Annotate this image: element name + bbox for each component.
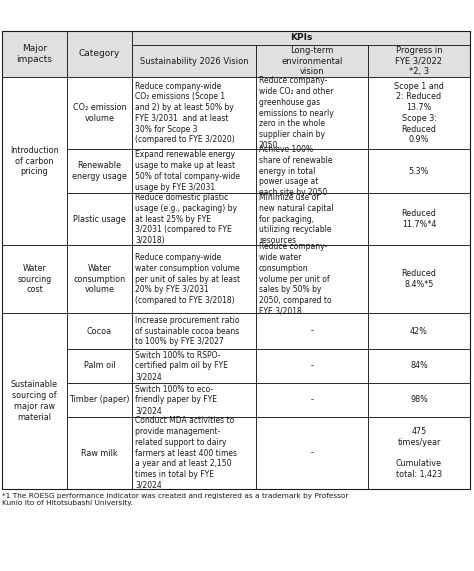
Text: 5.3%: 5.3% (409, 167, 429, 175)
Bar (256, 313, 368, 349)
Text: Renewable
energy usage: Renewable energy usage (72, 161, 127, 181)
Text: 98%: 98% (410, 396, 428, 404)
Text: Sustainability 2026 Vision: Sustainability 2026 Vision (140, 57, 248, 66)
Text: Long-term
environmental
vision: Long-term environmental vision (281, 46, 343, 77)
Text: Reduce company-wide
water consumption volume
per unit of sales by at least
20% b: Reduce company-wide water consumption vo… (135, 253, 240, 305)
Text: *1 The ROESG performance indicator was created and registered as a trademark by : *1 The ROESG performance indicator was c… (2, 493, 348, 506)
Bar (368, 383, 470, 417)
Bar (2, 313, 67, 489)
Bar (67, 313, 132, 349)
Text: -: - (310, 327, 313, 336)
Bar (132, 313, 256, 349)
Bar (368, 313, 470, 349)
Text: Switch 100% to eco-
friendly paper by FYE
3/2024: Switch 100% to eco- friendly paper by FY… (135, 385, 217, 415)
Bar (132, 417, 256, 489)
Bar (256, 383, 368, 417)
Bar (132, 245, 256, 313)
Bar (256, 417, 368, 489)
Text: Achieve 100%
share of renewable
energy in total
power usage at
each site by 2050: Achieve 100% share of renewable energy i… (259, 145, 332, 197)
Text: KPIs: KPIs (290, 34, 312, 42)
Bar (368, 77, 470, 149)
Text: Plastic usage: Plastic usage (73, 215, 126, 223)
Bar (132, 77, 256, 149)
Bar (368, 45, 470, 77)
Text: Sustainable
sourcing of
major raw
material: Sustainable sourcing of major raw materi… (11, 380, 58, 421)
Bar (2, 77, 67, 245)
Text: Expand renewable energy
usage to make up at least
50% of total company-wide
usag: Expand renewable energy usage to make up… (135, 150, 240, 192)
Text: Conduct MDA activities to
provide management-
related support to dairy
farmers a: Conduct MDA activities to provide manage… (135, 416, 237, 490)
Text: -: - (310, 361, 313, 371)
Bar (67, 77, 132, 149)
Bar (132, 193, 256, 245)
Bar (256, 77, 368, 149)
Bar (368, 149, 470, 193)
Text: -: - (310, 396, 313, 404)
Bar (368, 245, 470, 313)
Bar (67, 417, 132, 489)
Text: Palm oil: Palm oil (84, 361, 115, 371)
Text: 475
times/year

Cumulative
total: 1,423: 475 times/year Cumulative total: 1,423 (396, 427, 442, 479)
Text: Water
sourcing
cost: Water sourcing cost (18, 264, 52, 294)
Text: CO₂ emission
volume: CO₂ emission volume (73, 103, 126, 123)
Text: Reduce company-
wide CO₂ and other
greenhouse gas
emissions to nearly
zero in th: Reduce company- wide CO₂ and other green… (259, 77, 334, 150)
Bar (67, 149, 132, 193)
Text: Increase procurement ratio
of sustainable cocoa beans
to 100% by FYE 3/2027: Increase procurement ratio of sustainabl… (135, 316, 239, 346)
Bar (256, 45, 368, 77)
Bar (132, 383, 256, 417)
Bar (132, 149, 256, 193)
Bar (2, 31, 67, 77)
Text: Raw milk: Raw milk (81, 448, 118, 457)
Text: Scope 1 and
2: Reduced
13.7%
Scope 3:
Reduced
0.9%: Scope 1 and 2: Reduced 13.7% Scope 3: Re… (394, 82, 444, 144)
Text: Introduction
of carbon
pricing: Introduction of carbon pricing (10, 146, 59, 176)
Bar (2, 31, 470, 489)
Text: Reduced
8.4%*5: Reduced 8.4%*5 (401, 269, 437, 289)
Text: Category: Category (79, 50, 120, 58)
Text: Cocoa: Cocoa (87, 327, 112, 336)
Bar (132, 349, 256, 383)
Bar (368, 417, 470, 489)
Text: Progress in
FYE 3/2022
*2, 3: Progress in FYE 3/2022 *2, 3 (395, 46, 443, 77)
Text: Timber (paper): Timber (paper) (69, 396, 130, 404)
Bar (256, 193, 368, 245)
Text: Water
consumption
volume: Water consumption volume (73, 264, 126, 294)
Bar (67, 245, 132, 313)
Bar (67, 349, 132, 383)
Bar (368, 349, 470, 383)
Bar (256, 349, 368, 383)
Bar (256, 245, 368, 313)
Text: -: - (310, 448, 313, 457)
Text: 42%: 42% (410, 327, 428, 336)
Text: Minimize use of
new natural capital
for packaging,
utilizing recyclable
resource: Minimize use of new natural capital for … (259, 193, 334, 245)
Bar (67, 383, 132, 417)
Bar (256, 149, 368, 193)
Bar (2, 245, 67, 313)
Bar (67, 193, 132, 245)
Text: 84%: 84% (410, 361, 428, 371)
Text: Reduce company-wide
CO₂ emissions (Scope 1
and 2) by at least 50% by
FYE 3/2031 : Reduce company-wide CO₂ emissions (Scope… (135, 82, 235, 144)
Bar (132, 31, 470, 45)
Text: Switch 100% to RSPO-
certified palm oil by FYE
3/2024: Switch 100% to RSPO- certified palm oil … (135, 351, 228, 381)
Bar (368, 193, 470, 245)
Text: Reduce domestic plastic
usage (e.g., packaging) by
at least 25% by FYE
3/2031 (c: Reduce domestic plastic usage (e.g., pac… (135, 193, 237, 245)
Text: Major
impacts: Major impacts (17, 44, 53, 64)
Bar (132, 45, 256, 77)
Text: Reduced
11.7%*4: Reduced 11.7%*4 (401, 209, 437, 229)
Text: Reduce company-
wide water
consumption
volume per unit of
sales by 50% by
2050, : Reduce company- wide water consumption v… (259, 242, 332, 316)
Bar (67, 31, 132, 77)
